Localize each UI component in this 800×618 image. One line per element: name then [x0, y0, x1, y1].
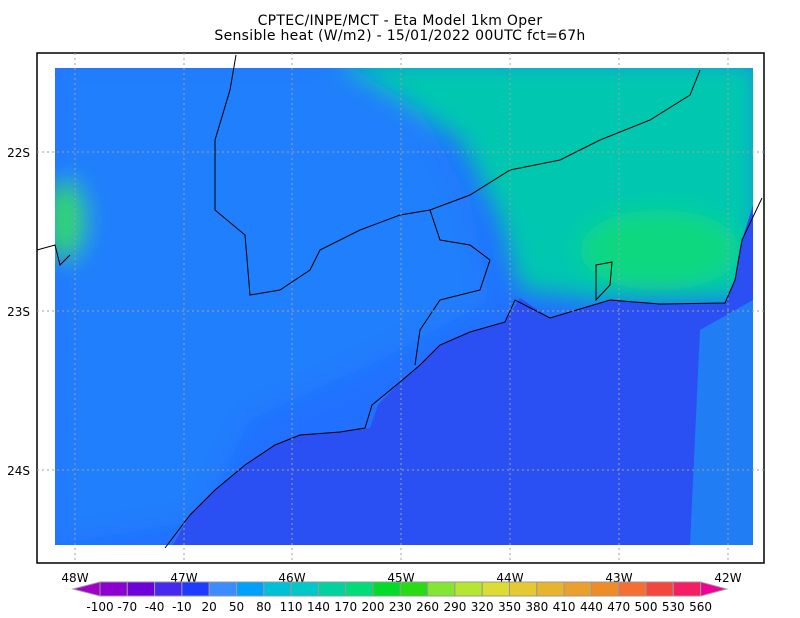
colorbar-box — [454, 581, 483, 597]
colorbar-box — [536, 581, 565, 597]
colorbar-label: 230 — [389, 600, 412, 614]
colorbar-box — [208, 581, 237, 597]
colorbar-label: 500 — [635, 600, 658, 614]
colorbar-box — [290, 581, 319, 597]
offshore-field — [690, 300, 753, 545]
colorbar-box — [345, 581, 374, 597]
colorbar-box — [99, 581, 128, 597]
high-flux-region-west — [55, 180, 85, 260]
colorbar-label: 170 — [334, 600, 357, 614]
high-flux-region — [580, 210, 740, 290]
coastline-borders — [36, 54, 763, 549]
colorbar-box — [181, 581, 210, 597]
lat-label: 23S — [7, 305, 30, 319]
colorbar-label: 260 — [416, 600, 439, 614]
colorbar-box — [590, 581, 620, 597]
moderate-region — [55, 68, 490, 545]
ocean-field — [172, 205, 753, 545]
colorbar-label: -100 — [86, 600, 113, 614]
lon-label: 48W — [61, 571, 88, 585]
lon-label: 42W — [714, 571, 741, 585]
colorbar-label: 350 — [498, 600, 521, 614]
colorbar-label: -40 — [145, 600, 165, 614]
colorbar: -100 -70 -40 -10 20 50 80 110 140 170 200 230 260 290… — [71, 581, 729, 614]
colorbar-box — [399, 581, 429, 597]
colorbar-label: 50 — [229, 600, 244, 614]
colorbar-label: 110 — [280, 600, 303, 614]
colorbar-label: 470 — [607, 600, 630, 614]
colorbar-label: 440 — [580, 600, 603, 614]
colorbar-label: 140 — [307, 600, 330, 614]
colorbar-label: 380 — [525, 600, 548, 614]
colorbar-box — [427, 581, 456, 597]
colorbar-box — [263, 581, 292, 597]
colorbar-box — [618, 581, 647, 597]
colorbar-box — [372, 581, 401, 597]
colorbar-box — [672, 581, 702, 597]
colorbar-box — [481, 581, 511, 597]
colorbar-label: 20 — [202, 600, 217, 614]
colorbar-box — [563, 581, 592, 597]
colorbar-label: -70 — [117, 600, 137, 614]
colorbar-label: 80 — [256, 600, 271, 614]
colorbar-box — [645, 581, 674, 597]
lat-label: 24S — [7, 464, 30, 478]
colorbar-label: 530 — [662, 600, 685, 614]
colorbar-box — [126, 581, 156, 597]
colorbar-high-arrow — [700, 581, 729, 597]
colorbar-box — [317, 581, 347, 597]
colorbar-label: 200 — [362, 600, 385, 614]
colorbar-label: -10 — [172, 600, 192, 614]
colorbar-label: 410 — [553, 600, 576, 614]
colorbar-label: 320 — [471, 600, 494, 614]
graticule — [37, 53, 764, 563]
field-layer — [55, 68, 753, 545]
colorbar-label: 560 — [689, 600, 712, 614]
colorbar-box — [509, 581, 538, 597]
colorbar-box — [236, 581, 265, 597]
lat-label: 22S — [7, 146, 30, 160]
chart-title: CPTEC/INPE/MCT - Eta Model 1km Oper — [257, 13, 543, 29]
colorbar-label: 290 — [443, 600, 466, 614]
chart-subtitle: Sensible heat (W/m2) - 15/01/2022 00UTC … — [214, 28, 586, 44]
colorbar-box — [154, 581, 183, 597]
